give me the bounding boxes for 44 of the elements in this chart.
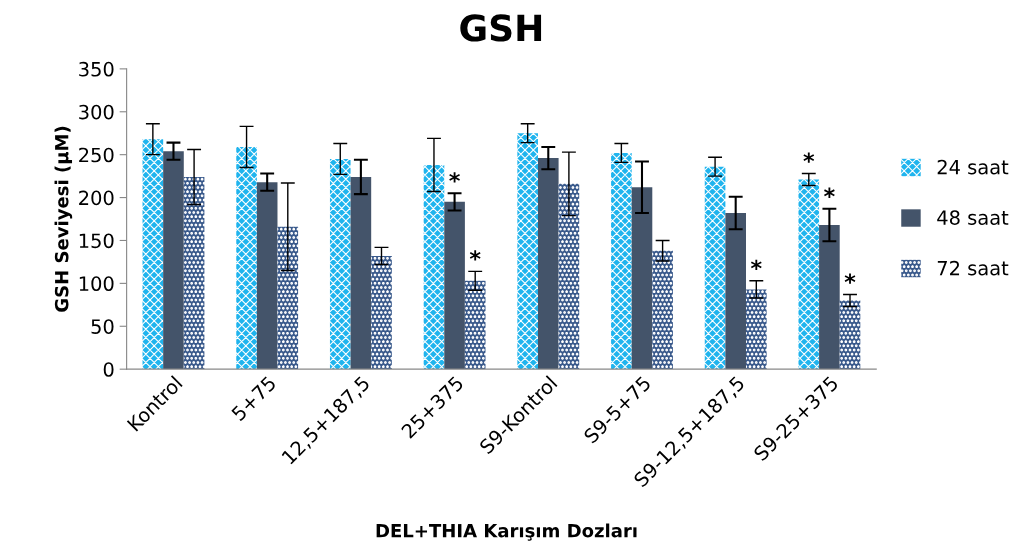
data-label: * [803, 152, 815, 163]
bar [839, 300, 861, 370]
data-label: * [469, 250, 481, 261]
bar [350, 176, 372, 370]
data-label: * [824, 187, 835, 198]
bar [517, 133, 538, 370]
data-label: * [750, 259, 762, 270]
bar [183, 176, 205, 370]
bar [423, 164, 445, 370]
bar [329, 158, 351, 370]
y-tick-label: 150 [79, 233, 114, 249]
y-tick-label: 50 [91, 319, 114, 334]
bar [256, 182, 278, 370]
bar [798, 179, 820, 370]
bar [819, 225, 840, 370]
bar [444, 201, 465, 370]
bar [464, 280, 486, 370]
bar [371, 255, 392, 370]
x-axis-title: DEL+THIA Karışım Dozları [376, 523, 637, 541]
legend-label: 72 saat [937, 260, 1009, 276]
bar [704, 166, 726, 370]
y-tick-label: 0 [103, 362, 114, 377]
bar [611, 152, 632, 370]
bar [631, 187, 653, 370]
legend-label: 48 saat [937, 210, 1009, 225]
bar [652, 250, 673, 370]
bar [142, 139, 164, 370]
y-tick-label: 200 [79, 190, 114, 206]
data-label: * [844, 273, 856, 284]
bar [277, 226, 299, 370]
y-tick-label: 300 [79, 104, 114, 120]
y-tick-label: 350 [79, 61, 114, 77]
bar [558, 183, 580, 370]
legend-label: 24 saat [937, 159, 1009, 175]
y-tick-label: 100 [79, 276, 114, 292]
bar [725, 213, 746, 370]
y-axis-title: GSH Seviyesi (µM) [54, 126, 73, 312]
chart-title: GSH [460, 14, 542, 42]
y-tick-label: 250 [79, 147, 114, 163]
data-label: * [449, 172, 460, 183]
bar [163, 151, 184, 370]
bar [537, 158, 559, 370]
bar [746, 289, 767, 370]
bar [236, 146, 257, 370]
